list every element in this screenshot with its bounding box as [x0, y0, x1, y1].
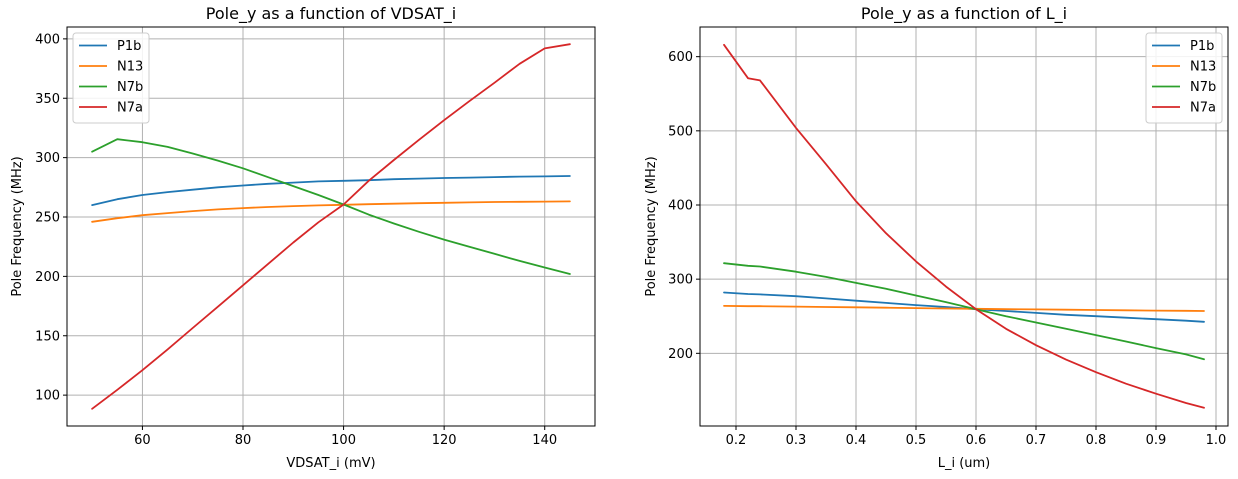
chart-vdsat-grid: [67, 27, 595, 426]
chart-vdsat-xtick-label: 100: [331, 433, 356, 448]
chart-length-xtick-label: 0.2: [726, 433, 747, 448]
chart-length-frame: [699, 26, 1229, 427]
chart-vdsat-series: [91, 43, 571, 410]
chart-length-legend-label: N13: [1190, 60, 1216, 75]
chart-vdsat-ytick-label: 350: [35, 92, 60, 107]
chart-vdsat-ytick-label: 300: [35, 151, 60, 166]
chart-vdsat-legend-label: N13: [117, 60, 143, 75]
chart-length-ytick-label: 400: [668, 198, 693, 213]
chart-length-series-n7b: [723, 262, 1205, 361]
chart-vdsat-ytick-label: 200: [35, 270, 60, 285]
chart-length: 0.2 0.3 0.4 0.5 0.6 0.7 0.8 0.9 1.0 200 300 400 500 6…: [644, 4, 1229, 471]
chart-vdsat-legend-label: N7a: [117, 101, 143, 116]
chart-length-xtick-label: 0.8: [1086, 433, 1107, 448]
chart-vdsat-ytick-label: 250: [35, 211, 60, 226]
chart-vdsat-title: Pole_y as a function of VDSAT_i: [206, 4, 456, 24]
chart-length-ylabel: Pole Frequency (MHz): [644, 156, 659, 296]
chart-vdsat-ticks: 60 80 100 120 140 100 150 200 250 300 350 400: [35, 32, 557, 448]
chart-length-legend-label: P1b: [1190, 39, 1214, 54]
chart-vdsat-xtick-label: 120: [432, 433, 457, 448]
chart-length-xtick-label: 0.3: [786, 433, 807, 448]
chart-vdsat-legend-label: N7b: [117, 80, 143, 95]
chart-length-legend-label: N7b: [1190, 80, 1216, 95]
chart-length-ytick-label: 600: [668, 50, 693, 65]
chart-length-xtick-label: 0.7: [1026, 433, 1047, 448]
chart-length-ytick-label: 200: [668, 347, 693, 362]
chart-vdsat-legend: P1b N13 N7b N7a: [72, 32, 150, 124]
chart-length-title: Pole_y as a function of L_i: [861, 4, 1067, 24]
chart-length-ytick-label: 500: [668, 124, 693, 139]
chart-vdsat-ytick-label: 150: [35, 329, 60, 344]
chart-vdsat-xtick-label: 80: [235, 433, 252, 448]
chart-vdsat-ylabel: Pole Frequency (MHz): [10, 156, 25, 296]
chart-length-xlabel: L_i (um): [938, 456, 991, 471]
chart-vdsat-series-n13: [91, 200, 571, 223]
chart-length-xtick-label: 1.0: [1206, 433, 1227, 448]
chart-length-legend-box: [1145, 32, 1223, 124]
chart-vdsat-legend-box: [72, 32, 150, 124]
chart-vdsat-xlabel: VDSAT_i (mV): [286, 456, 375, 471]
chart-length-series: [723, 43, 1205, 409]
chart-length-xtick-label: 0.4: [846, 433, 867, 448]
chart-length-series-n13: [723, 304, 1205, 312]
chart-length-legend: P1b N13 N7b N7a: [1145, 32, 1223, 124]
chart-vdsat-series-p1b: [91, 175, 571, 207]
chart-vdsat-xtick-label: 60: [134, 433, 151, 448]
chart-vdsat-series-n7b: [91, 138, 571, 275]
chart-vdsat: 60 80 100 120 140 100 150 200 250 300 350 400 Pole_…: [10, 4, 596, 471]
chart-length-series-n7a: [723, 43, 1205, 409]
chart-vdsat-frame: [66, 26, 596, 427]
chart-length-xtick-label: 0.9: [1146, 433, 1167, 448]
chart-vdsat-ytick-label: 400: [35, 32, 60, 47]
chart-vdsat-xtick-label: 140: [532, 433, 557, 448]
chart-length-xtick-label: 0.6: [966, 433, 987, 448]
chart-length-legend-label: N7a: [1190, 101, 1216, 116]
chart-length-xtick-label: 0.5: [906, 433, 927, 448]
chart-vdsat-series-n7a: [91, 43, 571, 410]
chart-length-ticks: 0.2 0.3 0.4 0.5 0.6 0.7 0.8 0.9 1.0 200 300 400 500 6…: [668, 50, 1226, 448]
chart-vdsat-ytick-label: 100: [35, 389, 60, 404]
chart-length-ytick-label: 300: [668, 273, 693, 288]
chart-vdsat-legend-label: P1b: [117, 39, 141, 54]
